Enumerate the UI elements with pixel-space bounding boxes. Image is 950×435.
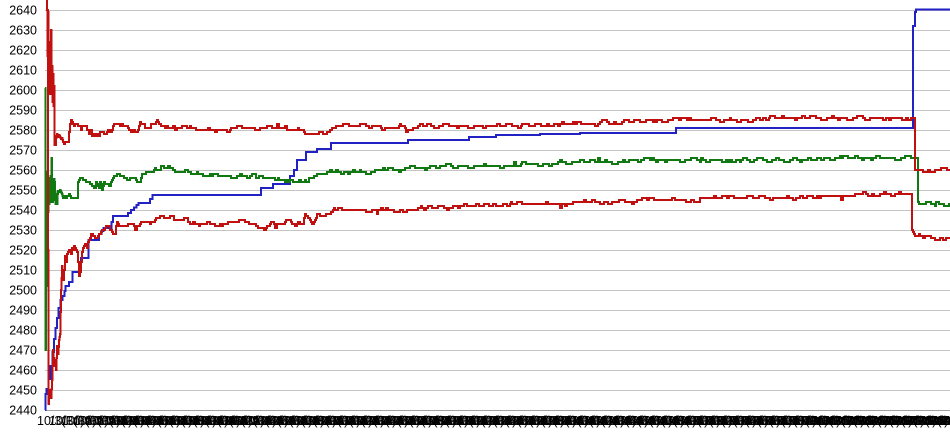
- svg-text:10/3(Fri)9:25AM: 10/3(Fri)9:25AM: [337, 414, 427, 428]
- svg-text:2530: 2530: [9, 224, 37, 238]
- svg-text:2610: 2610: [9, 64, 37, 78]
- svg-text:10/3(Fri)10:09AM: 10/3(Fri)10:09AM: [865, 414, 950, 428]
- svg-text:10/3(Fri)9:57AM: 10/3(Fri)9:57AM: [721, 414, 811, 428]
- svg-text:10/3(Fri)9:21AM: 10/3(Fri)9:21AM: [289, 414, 379, 428]
- svg-text:10/3(Fri)9:44AM: 10/3(Fri)9:44AM: [565, 414, 655, 428]
- svg-text:10/3(Fri)9:24AM: 10/3(Fri)9:24AM: [325, 414, 415, 428]
- svg-text:10/3(Fri)9:53AM: 10/3(Fri)9:53AM: [673, 414, 763, 428]
- svg-text:10/3(Fri)9:56AM: 10/3(Fri)9:56AM: [709, 414, 799, 428]
- svg-text:2490: 2490: [9, 304, 37, 318]
- svg-text:10/3(Fri)9:11AM: 10/3(Fri)9:11AM: [169, 414, 258, 428]
- svg-text:10/3(Fri)10:05AM: 10/3(Fri)10:05AM: [817, 414, 914, 428]
- svg-text:10/3(Fri)9:37AM: 10/3(Fri)9:37AM: [481, 414, 571, 428]
- svg-text:10/3(Fri)10:06AM: 10/3(Fri)10:06AM: [829, 414, 926, 428]
- svg-text:2640: 2640: [9, 4, 37, 18]
- svg-text:2570: 2570: [9, 144, 37, 158]
- svg-text:10/3(Fri)9:49AM: 10/3(Fri)9:49AM: [625, 414, 715, 428]
- svg-text:2600: 2600: [9, 84, 37, 98]
- svg-text:2480: 2480: [9, 324, 37, 338]
- svg-text:10/3(Fri)9:12AM: 10/3(Fri)9:12AM: [181, 414, 271, 428]
- svg-text:2560: 2560: [9, 164, 37, 178]
- svg-text:2510: 2510: [9, 264, 37, 278]
- svg-text:10/3(Fri)9:05AM: 10/3(Fri)9:05AM: [97, 414, 187, 428]
- svg-text:10/3(Fri)9:31AM: 10/3(Fri)9:31AM: [409, 414, 499, 428]
- svg-text:10/3(Fri)9:36AM: 10/3(Fri)9:36AM: [469, 414, 559, 428]
- svg-text:10/3(Fri)9:08AM: 10/3(Fri)9:08AM: [133, 414, 223, 428]
- svg-text:10/3(Fri)9:39AM: 10/3(Fri)9:39AM: [505, 414, 595, 428]
- svg-text:2630: 2630: [9, 24, 37, 38]
- svg-text:2540: 2540: [9, 204, 37, 218]
- svg-text:10/3(Fri)9:15AM: 10/3(Fri)9:15AM: [217, 414, 307, 428]
- svg-text:10/3(Fri)9:22AM: 10/3(Fri)9:22AM: [301, 414, 391, 428]
- svg-text:10/3(Fri)9:03AM: 10/3(Fri)9:03AM: [73, 414, 163, 428]
- svg-text:10/3(Fri)9:42AM: 10/3(Fri)9:42AM: [541, 414, 631, 428]
- svg-text:10/3(Fri)9:09AM: 10/3(Fri)9:09AM: [145, 414, 235, 428]
- svg-text:10/3(Fri)9:07AM: 10/3(Fri)9:07AM: [121, 414, 211, 428]
- svg-text:2450: 2450: [9, 384, 37, 398]
- svg-text:10/3(Fri)9:23AM: 10/3(Fri)9:23AM: [313, 414, 403, 428]
- svg-text:10/3(Fri)9:46AM: 10/3(Fri)9:46AM: [589, 414, 679, 428]
- svg-text:10/3(Fri)10:02AM: 10/3(Fri)10:02AM: [781, 414, 878, 428]
- svg-text:10/3(Fri)9:29AM: 10/3(Fri)9:29AM: [385, 414, 475, 428]
- svg-text:10/3(Fri)10:01AM: 10/3(Fri)10:01AM: [769, 414, 866, 428]
- svg-text:10/3(Fri)9:55AM: 10/3(Fri)9:55AM: [697, 414, 787, 428]
- svg-text:10/3(Fri)9:19AM: 10/3(Fri)9:19AM: [265, 414, 355, 428]
- svg-text:10/3(Fri)9:32AM: 10/3(Fri)9:32AM: [421, 414, 511, 428]
- svg-text:10/3(Fri)9:01AM: 10/3(Fri)9:01AM: [49, 414, 139, 428]
- svg-text:10/3(Fri)10:15AM: 10/3(Fri)10:15AM: [937, 414, 950, 428]
- svg-text:10/3(Fri)10:10AM: 10/3(Fri)10:10AM: [877, 414, 950, 428]
- svg-text:10/3(Fri)9:13AM: 10/3(Fri)9:13AM: [193, 414, 283, 428]
- svg-text:10/3(Fri)9:06AM: 10/3(Fri)9:06AM: [109, 414, 199, 428]
- svg-text:10/3(Fri)9:00AM: 10/3(Fri)9:00AM: [37, 414, 127, 428]
- svg-text:10/3(Fri)9:58AM: 10/3(Fri)9:58AM: [733, 414, 823, 428]
- svg-text:10/3(Fri)9:20AM: 10/3(Fri)9:20AM: [277, 414, 367, 428]
- svg-text:10/3(Fri)9:59AM: 10/3(Fri)9:59AM: [745, 414, 835, 428]
- svg-text:10/3(Fri)10:00AM: 10/3(Fri)10:00AM: [757, 414, 854, 428]
- svg-text:10/3(Fri)9:47AM: 10/3(Fri)9:47AM: [601, 414, 691, 428]
- svg-text:10/3(Fri)9:18AM: 10/3(Fri)9:18AM: [253, 414, 343, 428]
- svg-text:10/3(Fri)9:54AM: 10/3(Fri)9:54AM: [685, 414, 775, 428]
- svg-text:10/3(Fri)9:41AM: 10/3(Fri)9:41AM: [529, 414, 619, 428]
- svg-text:10/3(Fri)9:28AM: 10/3(Fri)9:28AM: [373, 414, 463, 428]
- svg-text:10/3(Fri)9:50AM: 10/3(Fri)9:50AM: [637, 414, 727, 428]
- svg-text:10/3(Fri)9:51AM: 10/3(Fri)9:51AM: [649, 414, 739, 428]
- svg-text:10/3(Fri)9:14AM: 10/3(Fri)9:14AM: [205, 414, 295, 428]
- svg-text:10/3(Fri)10:08AM: 10/3(Fri)10:08AM: [853, 414, 950, 428]
- svg-text:2580: 2580: [9, 124, 37, 138]
- svg-text:10/3(Fri)9:16AM: 10/3(Fri)9:16AM: [229, 414, 319, 428]
- svg-text:10/3(Fri)9:27AM: 10/3(Fri)9:27AM: [361, 414, 451, 428]
- svg-text:2440: 2440: [9, 404, 37, 418]
- svg-text:10/3(Fri)9:10AM: 10/3(Fri)9:10AM: [157, 414, 247, 428]
- svg-text:10/3(Fri)9:40AM: 10/3(Fri)9:40AM: [517, 414, 607, 428]
- svg-text:2460: 2460: [9, 364, 37, 378]
- svg-text:10/3(Fri)9:30AM: 10/3(Fri)9:30AM: [397, 414, 487, 428]
- svg-text:2550: 2550: [9, 184, 37, 198]
- svg-text:10/3(Fri)10:11AM: 10/3(Fri)10:11AM: [889, 414, 950, 428]
- svg-text:10/3(Fri)9:33AM: 10/3(Fri)9:33AM: [433, 414, 523, 428]
- svg-text:10/3(Fri)9:26AM: 10/3(Fri)9:26AM: [349, 414, 439, 428]
- svg-text:2500: 2500: [9, 284, 37, 298]
- svg-text:10/3(Fri)9:48AM: 10/3(Fri)9:48AM: [613, 414, 703, 428]
- svg-text:10/3(Fri)9:52AM: 10/3(Fri)9:52AM: [661, 414, 751, 428]
- svg-text:10/3(Fri)10:03AM: 10/3(Fri)10:03AM: [793, 414, 890, 428]
- svg-text:2520: 2520: [9, 244, 37, 258]
- svg-text:10/3(Fri)10:07AM: 10/3(Fri)10:07AM: [841, 414, 938, 428]
- svg-text:2470: 2470: [9, 344, 37, 358]
- svg-text:10/3(Fri)9:38AM: 10/3(Fri)9:38AM: [493, 414, 583, 428]
- svg-text:2620: 2620: [9, 44, 37, 58]
- svg-text:10/3(Fri)10:04AM: 10/3(Fri)10:04AM: [805, 414, 902, 428]
- svg-text:10/3(Fri)9:02AM: 10/3(Fri)9:02AM: [61, 414, 151, 428]
- svg-text:10/3(Fri)9:34AM: 10/3(Fri)9:34AM: [445, 414, 535, 428]
- svg-text:10/3(Fri)9:35AM: 10/3(Fri)9:35AM: [457, 414, 547, 428]
- svg-text:2590: 2590: [9, 104, 37, 118]
- svg-text:10/3(Fri)10:13AM: 10/3(Fri)10:13AM: [913, 414, 950, 428]
- svg-text:10/3(Fri)9:17AM: 10/3(Fri)9:17AM: [241, 414, 331, 428]
- svg-text:10/3(Fri)10:14AM: 10/3(Fri)10:14AM: [925, 414, 950, 428]
- svg-text:10/3(Fri)9:04AM: 10/3(Fri)9:04AM: [85, 414, 175, 428]
- svg-text:10/3(Fri)9:45AM: 10/3(Fri)9:45AM: [577, 414, 667, 428]
- svg-text:10/3(Fri)9:43AM: 10/3(Fri)9:43AM: [553, 414, 643, 428]
- svg-text:10/3(Fri)10:12AM: 10/3(Fri)10:12AM: [901, 414, 950, 428]
